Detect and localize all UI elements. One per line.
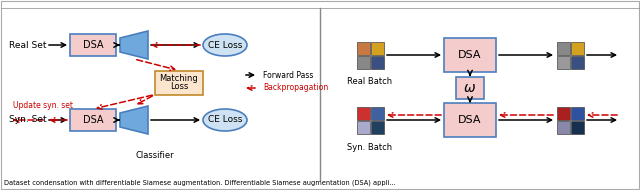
Bar (557, 55, 570, 69)
Text: Syn. Batch: Syn. Batch (348, 142, 392, 151)
Text: Real Batch: Real Batch (348, 78, 392, 86)
Text: DSA: DSA (83, 115, 103, 125)
Text: CE Loss: CE Loss (208, 40, 242, 50)
Text: ω: ω (464, 81, 476, 94)
Ellipse shape (203, 34, 247, 56)
Bar (70, 109, 116, 131)
Bar (371, 41, 383, 55)
Bar (570, 107, 584, 120)
Bar (356, 41, 369, 55)
Polygon shape (120, 106, 148, 134)
Text: Real Set: Real Set (9, 40, 47, 50)
Text: Matching: Matching (159, 74, 198, 83)
Bar (371, 107, 383, 120)
Text: Classifier: Classifier (136, 150, 174, 159)
Ellipse shape (203, 109, 247, 131)
Bar (557, 107, 570, 120)
Bar (155, 70, 203, 94)
Bar (356, 55, 369, 69)
Bar (356, 107, 369, 120)
Text: Backpropagation: Backpropagation (263, 83, 328, 93)
Bar (371, 120, 383, 134)
Polygon shape (120, 31, 148, 59)
Bar (444, 38, 496, 72)
Bar (70, 34, 116, 56)
Text: Syn. Set: Syn. Set (9, 116, 47, 124)
Bar (570, 120, 584, 134)
Text: DSA: DSA (458, 50, 482, 60)
Text: CE Loss: CE Loss (208, 116, 242, 124)
Text: Update syn. set: Update syn. set (13, 101, 73, 109)
Bar (557, 120, 570, 134)
Bar (371, 55, 383, 69)
Bar (356, 120, 369, 134)
Text: Loss: Loss (170, 82, 188, 91)
Text: Dataset condensation with differentiable Siamese augmentation. Differentiable Si: Dataset condensation with differentiable… (4, 180, 396, 186)
Bar (570, 41, 584, 55)
Bar (444, 103, 496, 137)
Bar (456, 77, 484, 98)
Bar (557, 41, 570, 55)
Bar (570, 55, 584, 69)
Text: Forward Pass: Forward Pass (263, 70, 314, 79)
Text: DSA: DSA (458, 115, 482, 125)
Text: DSA: DSA (83, 40, 103, 50)
